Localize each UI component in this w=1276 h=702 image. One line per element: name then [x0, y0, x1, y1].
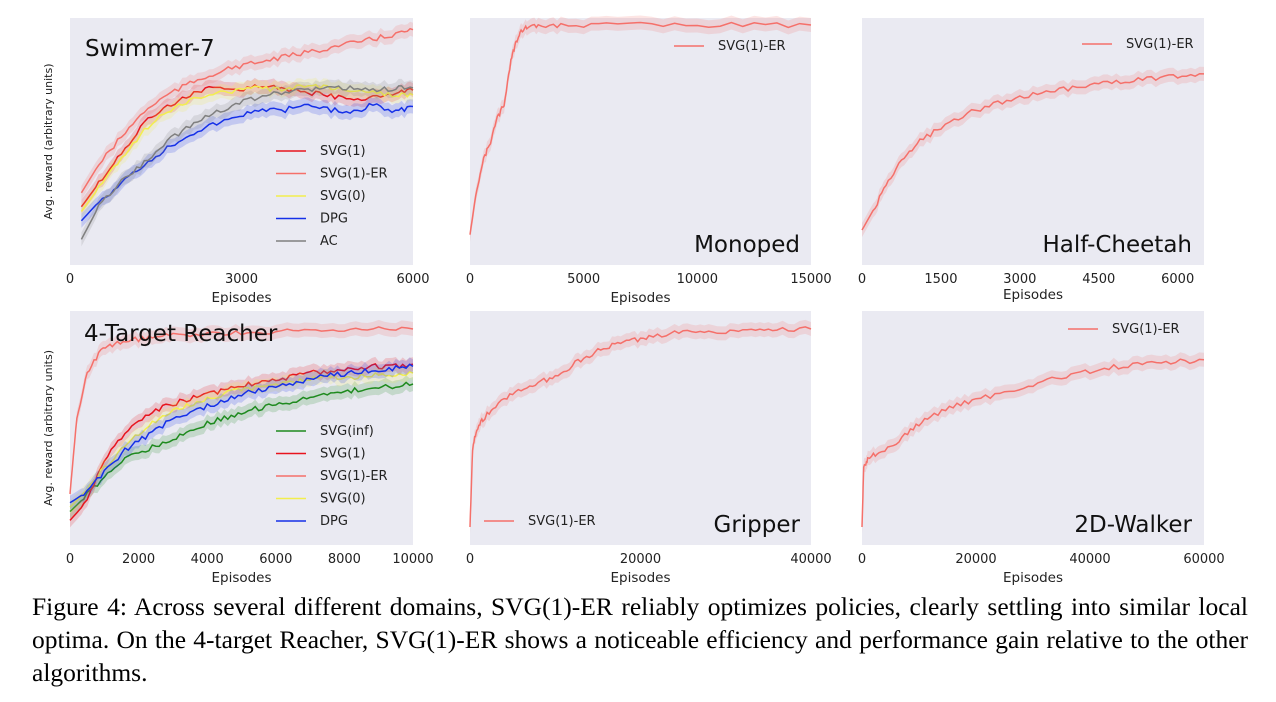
- x-tick-label: 0: [466, 552, 474, 567]
- legend-label-ac: AC: [320, 234, 338, 249]
- series-line-svg-inf: [69, 381, 414, 513]
- x-tick-label: 3000: [225, 272, 258, 287]
- x-tick-label: 6000: [396, 272, 429, 287]
- x-tick-label: 20000: [955, 552, 996, 567]
- series-line-dpg: [69, 363, 414, 504]
- x-tick-label: 10000: [392, 552, 433, 567]
- series-line-svg-1-er: [69, 326, 414, 495]
- y-axis-label: Avg. reward (arbitrary units): [42, 350, 55, 506]
- figure-caption: Figure 4: Across several different domai…: [32, 592, 1248, 687]
- x-tick-label: 4000: [191, 552, 224, 567]
- panel-monoped: 0 5000 10000 15000 Episodes Monoped SVG(1)-ER: [466, 15, 832, 306]
- x-tick-label: 5000: [567, 272, 600, 287]
- legend-label-svg-0: SVG(0): [320, 492, 366, 507]
- x-tick-label: 0: [66, 272, 74, 287]
- series-line-svg-1-er: [861, 72, 1205, 231]
- x-tick-label: 20000: [620, 552, 661, 567]
- x-tick-label: 15000: [790, 272, 831, 287]
- plot-area: [470, 18, 811, 265]
- x-tick-label: 40000: [1069, 552, 1110, 567]
- series-line-svg-1-er: [861, 358, 1205, 528]
- legend: SVG(1) SVG(1)-ER SVG(0) DPG AC: [276, 144, 388, 249]
- legend-label-svg-1: SVG(1): [320, 144, 366, 159]
- legend-label-dpg: DPG: [320, 514, 348, 529]
- panel-2d-walker: 0 20000 40000 60000 Episodes 2D-Walker SVG(1)-…: [858, 311, 1225, 586]
- x-tick-label: 10000: [677, 272, 718, 287]
- band-svg-inf: [70, 375, 413, 519]
- band-svg-0: [70, 364, 413, 515]
- x-tick-label: 40000: [790, 552, 831, 567]
- legend: SVG(1)-ER: [484, 514, 596, 529]
- legend: SVG(1)-ER: [674, 39, 786, 54]
- series-line-ac: [80, 84, 414, 240]
- legend: SVG(1)-ER: [1068, 322, 1180, 337]
- legend-label-svg-1: SVG(1): [320, 447, 366, 462]
- y-axis-label: Avg. reward (arbitrary units): [42, 64, 55, 220]
- series-line-svg-0: [69, 370, 414, 508]
- x-tick-label: 60000: [1183, 552, 1224, 567]
- x-tick-label: 0: [466, 272, 474, 287]
- legend-label-svg-1-er: SVG(1)-ER: [718, 39, 786, 54]
- legend: SVG(inf) SVG(1) SVG(1)-ER SVG(0) DPG: [276, 424, 388, 529]
- x-axis-label: Episodes: [1003, 287, 1063, 303]
- panel-title: 2D-Walker: [1074, 512, 1192, 538]
- band-svg-1-er: [470, 319, 811, 534]
- plot-area: [470, 311, 811, 545]
- panel-half-cheetah: 0 1500 3000 4500 6000 Episodes Half-Cheetah SVG…: [858, 18, 1205, 303]
- band-dpg: [70, 357, 413, 510]
- panel-title: Swimmer-7: [85, 36, 215, 62]
- x-tick-label: 0: [858, 552, 866, 567]
- x-axis-label: Episodes: [211, 570, 271, 586]
- plot-area: [862, 18, 1204, 265]
- panel-title: Monoped: [694, 232, 800, 258]
- x-tick-label: 2000: [122, 552, 155, 567]
- band-svg-1: [81, 77, 414, 214]
- legend-label-svg-1-er: SVG(1)-ER: [528, 514, 596, 529]
- band-svg-1-er: [81, 21, 414, 200]
- legend: SVG(1)-ER: [1082, 37, 1194, 52]
- x-tick-label: 8000: [328, 552, 361, 567]
- legend-label-svg-1-er: SVG(1)-ER: [1112, 322, 1180, 337]
- x-tick-label: 3000: [1003, 272, 1036, 287]
- legend-label-svg-1-er: SVG(1)-ER: [320, 167, 388, 182]
- legend-label-svg-1-er: SVG(1)-ER: [1126, 37, 1194, 52]
- panel-title: 4-Target Reacher: [84, 321, 278, 347]
- x-axis-label: Episodes: [610, 290, 670, 306]
- x-tick-label: 6000: [1161, 272, 1194, 287]
- legend-label-svg-1-er: SVG(1)-ER: [320, 469, 388, 484]
- x-tick-label: 0: [858, 272, 866, 287]
- figure: 0 3000 6000 Episodes Avg. reward (arbitrary …: [42, 15, 1225, 586]
- band-svg-1-er: [862, 352, 1204, 534]
- panel-title: Gripper: [714, 512, 801, 538]
- panel-4-target-reacher: 0 2000 4000 6000 8000 10000 Episodes Avg. rewar…: [42, 311, 434, 586]
- band-ac: [81, 78, 414, 247]
- x-tick-label: 4500: [1082, 272, 1115, 287]
- series-line-svg-1-er: [80, 27, 414, 194]
- legend-label-dpg: DPG: [320, 212, 348, 227]
- x-tick-label: 1500: [924, 272, 957, 287]
- panel-swimmer-7: 0 3000 6000 Episodes Avg. reward (arbitrary …: [42, 18, 430, 306]
- x-tick-label: 0: [66, 552, 74, 567]
- plot-area: [70, 311, 413, 545]
- x-axis-label: Episodes: [211, 290, 271, 306]
- plot-area: [862, 311, 1204, 545]
- series-line-svg-1-er: [469, 21, 812, 235]
- panel-title: Half-Cheetah: [1042, 232, 1192, 258]
- x-axis-label: Episodes: [610, 570, 670, 586]
- x-tick-label: 6000: [259, 552, 292, 567]
- x-axis-label: Episodes: [1003, 570, 1063, 586]
- legend-label-svg-0: SVG(0): [320, 189, 366, 204]
- panel-gripper: 0 20000 40000 Episodes Gripper SVG(1)-ER: [466, 311, 832, 586]
- series-line-svg-1-er: [469, 326, 812, 528]
- band-svg-0: [81, 77, 414, 219]
- series-line-svg-1: [69, 363, 414, 521]
- legend-label-svg-inf: SVG(inf): [320, 424, 374, 439]
- plot-area: [70, 18, 413, 265]
